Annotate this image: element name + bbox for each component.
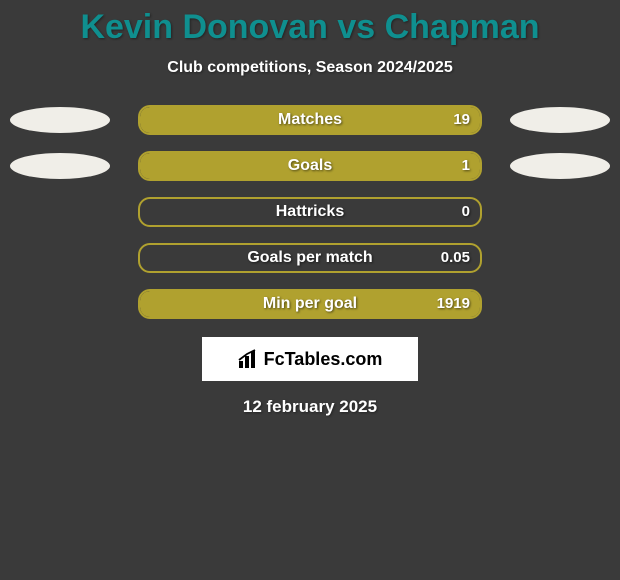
left-ellipse: [10, 153, 110, 179]
date-text: 12 february 2025: [0, 397, 620, 417]
stat-label: Goals per match: [140, 249, 480, 267]
stat-label: Min per goal: [140, 295, 480, 313]
brand-logo-box: FcTables.com: [202, 337, 418, 381]
stat-label: Hattricks: [140, 203, 480, 221]
bars-icon: [238, 349, 260, 369]
stat-label: Goals: [140, 157, 480, 175]
subtitle: Club competitions, Season 2024/2025: [0, 59, 620, 77]
left-ellipse: [10, 107, 110, 133]
right-ellipse: [510, 153, 610, 179]
stat-row-hattricks: Hattricks 0: [0, 197, 620, 227]
stat-row-matches: Matches 19: [0, 105, 620, 135]
page-title: Kevin Donovan vs Chapman: [0, 0, 620, 47]
stat-bar: Hattricks 0: [138, 197, 482, 227]
stat-bar: Goals 1: [138, 151, 482, 181]
brand-logo: FcTables.com: [238, 349, 383, 370]
stat-value: 0.05: [441, 249, 470, 266]
stat-label: Matches: [140, 111, 480, 129]
stat-row-min-per-goal: Min per goal 1919: [0, 289, 620, 319]
stat-value: 1: [462, 157, 470, 174]
stat-value: 0: [462, 203, 470, 220]
stat-value: 19: [453, 111, 470, 128]
stat-value: 1919: [437, 295, 470, 312]
brand-text: FcTables.com: [264, 349, 383, 370]
stats-area: Matches 19 Goals 1 Hattricks 0: [0, 105, 620, 319]
comparison-infographic: Kevin Donovan vs Chapman Club competitio…: [0, 0, 620, 580]
stat-bar: Goals per match 0.05: [138, 243, 482, 273]
stat-row-goals-per-match: Goals per match 0.05: [0, 243, 620, 273]
stat-row-goals: Goals 1: [0, 151, 620, 181]
stat-bar: Min per goal 1919: [138, 289, 482, 319]
stat-bar: Matches 19: [138, 105, 482, 135]
right-ellipse: [510, 107, 610, 133]
